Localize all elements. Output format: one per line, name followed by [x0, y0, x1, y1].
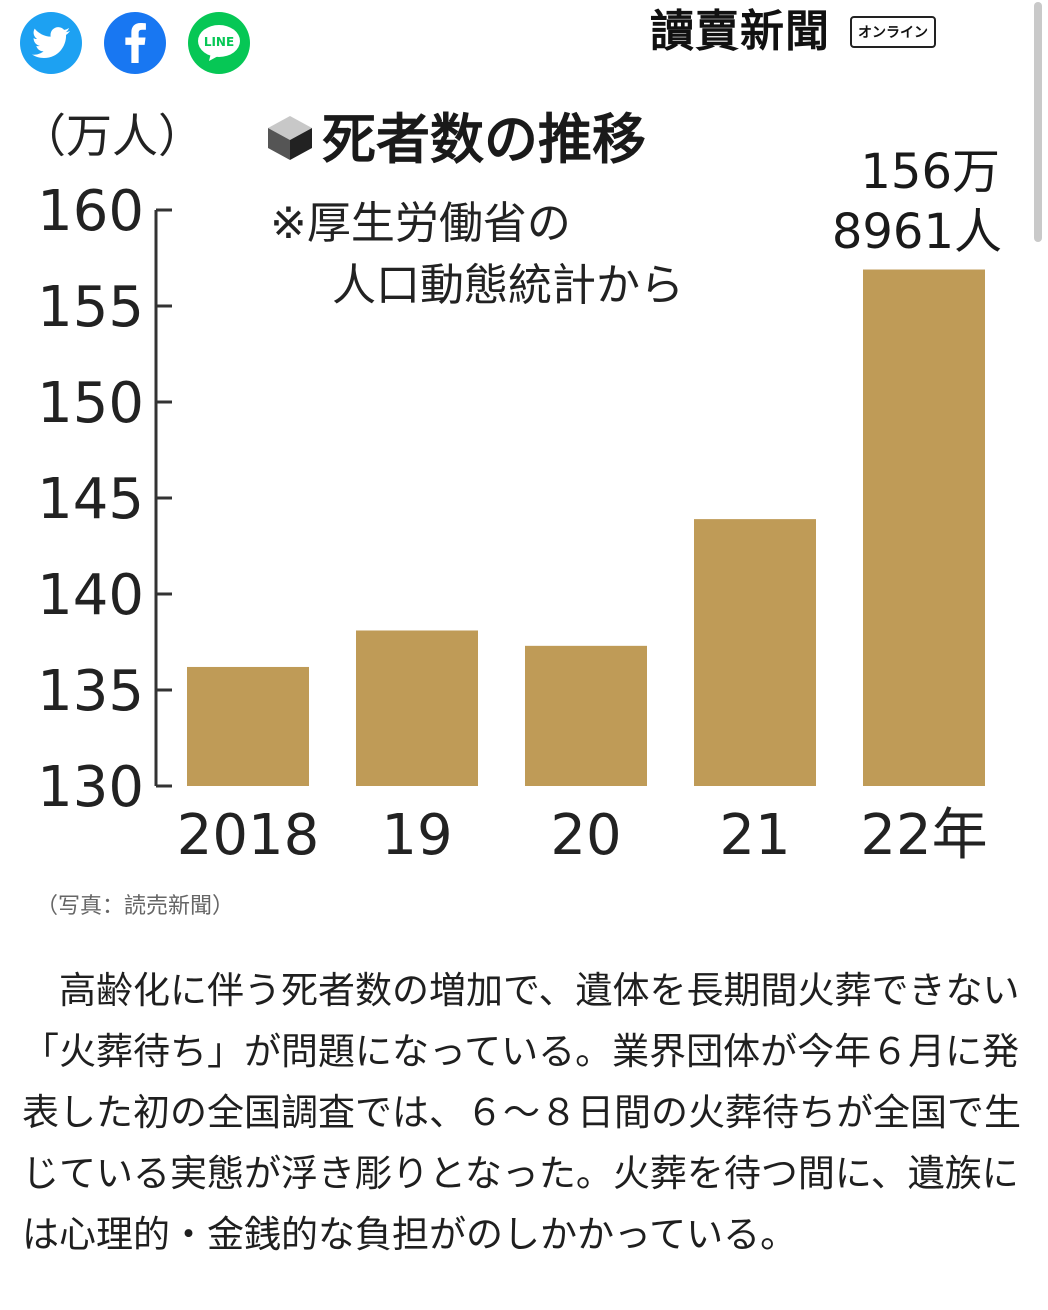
chart-canvas: （万人） 死者数の推移 ※厚生労働省の 人口動態統計から 156万 8961人 …	[20, 108, 1002, 868]
bar-4	[863, 269, 985, 786]
bar-2	[525, 645, 647, 786]
article-body: 高齢化に伴う死者数の増加で、遺体を長期間火葬できない「火葬待ち」が問題になってい…	[22, 960, 1022, 1265]
brand-logo: 讀賣新聞 オンライン	[650, 6, 936, 58]
chart-unit-label: （万人）	[20, 109, 204, 163]
facebook-share-button[interactable]	[104, 12, 166, 74]
bar-0	[187, 666, 309, 786]
photo-caption: （写真：読売新聞）	[36, 894, 235, 919]
death-count-chart: （万人） 死者数の推移 ※厚生労働省の 人口動態統計から 156万 8961人 …	[0, 86, 1048, 886]
x-tick-label: 21	[719, 803, 790, 868]
chart-subtitle-line-1: ※厚生労働省の	[270, 198, 571, 249]
bar-3	[694, 519, 816, 786]
bar-1	[356, 630, 478, 786]
x-tick-label: 22年	[860, 803, 987, 868]
brand-name: 讀賣新聞	[650, 6, 830, 57]
y-tick-label: 160	[37, 179, 144, 244]
facebook-f-icon	[125, 23, 146, 63]
y-tick-label: 155	[37, 275, 144, 340]
chart-title-icon	[268, 116, 312, 160]
twitter-bird-icon	[32, 27, 70, 59]
y-tick-label: 140	[37, 563, 144, 628]
y-tick-label: 130	[37, 755, 144, 820]
y-tick-label: 135	[37, 659, 144, 724]
article-paragraph: 高齢化に伴う死者数の増加で、遺体を長期間火葬できない「火葬待ち」が問題になってい…	[22, 969, 1021, 1256]
chart-annotation-line-2: 8961人	[832, 204, 1002, 260]
scrollbar[interactable]	[1034, 0, 1042, 1310]
line-bubble-icon: LINE	[198, 25, 240, 61]
x-tick-label: 19	[381, 803, 452, 868]
x-tick-label: 2018	[177, 803, 320, 868]
chart-annotation-line-1: 156万	[860, 144, 1000, 200]
twitter-share-button[interactable]	[20, 12, 82, 74]
chart-title: 死者数の推移	[322, 108, 646, 171]
share-bar: LINE	[20, 12, 250, 74]
line-share-button[interactable]: LINE	[188, 12, 250, 74]
chart-subtitle-line-2: 人口動態統計から	[332, 260, 684, 311]
y-tick-label: 145	[37, 467, 144, 532]
line-icon-label: LINE	[204, 35, 234, 49]
x-tick-label: 20	[550, 803, 621, 868]
y-tick-label: 150	[37, 371, 144, 436]
brand-online-badge: オンライン	[850, 16, 936, 48]
scrollbar-thumb[interactable]	[1034, 2, 1042, 242]
